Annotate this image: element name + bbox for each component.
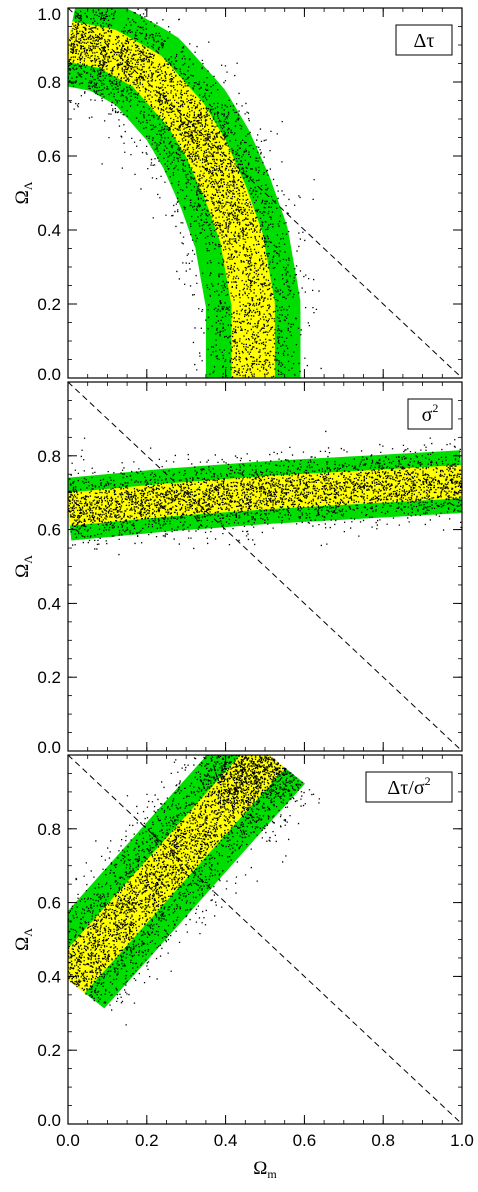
x-axis-symbol: Ω — [253, 1158, 267, 1179]
panel-label-superscript: 2 — [432, 401, 438, 415]
x-tick-label: 0.8 — [371, 1131, 395, 1150]
y-tick-label: 0.0 — [37, 365, 61, 384]
y-axis-subscript: Λ — [21, 181, 35, 190]
plot-area — [68, 8, 462, 378]
scatter-points — [68, 8, 322, 378]
scatter-mark — [68, 8, 322, 378]
panel-label-superscript: 2 — [425, 774, 431, 788]
x-tick-label: 1.0 — [450, 1131, 474, 1150]
y-axis-symbol: Ω — [12, 190, 33, 204]
panel-label-main: Δτ — [414, 30, 435, 52]
y-axis-label: ΩΛ — [12, 928, 35, 951]
y-tick-label: 0.8 — [37, 820, 61, 839]
y-axis-symbol: Ω — [12, 937, 33, 951]
x-axis-label: Ωm — [253, 1158, 277, 1181]
y-tick-label: 0.4 — [37, 967, 61, 986]
panel-label-main: σ — [422, 404, 433, 426]
y-axis-subscript: Λ — [21, 928, 35, 937]
y-tick-label: 0.0 — [37, 738, 61, 757]
y-tick-label: 0.2 — [37, 295, 61, 314]
y-axis-label: ΩΛ — [12, 555, 35, 578]
y-tick-label: 0.2 — [37, 668, 61, 687]
y-axis-symbol: Ω — [12, 564, 33, 578]
y-tick-label: 0.8 — [37, 447, 61, 466]
panel-label: Δτ/σ2 — [387, 774, 430, 799]
panel-label-main: Δτ/σ — [387, 777, 424, 799]
y-axis-subscript: Λ — [21, 555, 35, 564]
flat-universe-line — [68, 8, 462, 378]
panel-label-box — [365, 771, 453, 803]
x-tick-label: 0.6 — [293, 1131, 317, 1150]
panel-1: 0.0 0.2 0.4 0.6 0.8 1.0 ΩΛ Δτ — [12, 5, 463, 384]
confidence-band-inner — [68, 465, 462, 526]
y-tick-label: 0.8 — [37, 73, 61, 92]
panel-label-box — [407, 398, 453, 430]
y-tick-label: 0.4 — [37, 221, 61, 240]
panel-label: Δτ — [414, 30, 435, 52]
x-tick-label: 0.0 — [56, 1131, 80, 1150]
x-axis-subscript: m — [267, 1167, 277, 1181]
panel-label: σ2 — [422, 401, 439, 426]
scatter-mark — [68, 430, 462, 556]
x-tick-label: 0.2 — [135, 1131, 159, 1150]
y-axis-label: ΩΛ — [12, 181, 35, 204]
plot-area — [68, 382, 462, 751]
y-tick-label: 0.0 — [37, 1111, 61, 1130]
flat-universe-line — [68, 382, 462, 751]
scatter-points — [68, 430, 462, 556]
plot-area — [68, 755, 462, 1124]
panel-label-box — [395, 24, 453, 56]
y-tick-label: 0.6 — [37, 147, 61, 166]
confidence-band-inner — [68, 755, 286, 994]
y-tick-label: 0.2 — [37, 1041, 61, 1060]
panel-3: 0.00.20.40.60.80.0 0.2 0.4 0.6 0.8 1.0ΩΛΔτ/σ2… — [12, 754, 474, 1181]
y-tick-label: 0.6 — [37, 894, 61, 913]
y-tick-label: 0.6 — [37, 521, 61, 540]
y-tick-label: 1.0 — [37, 5, 61, 24]
y-tick-label: 0.4 — [37, 594, 61, 613]
x-tick-label: 0.4 — [214, 1131, 238, 1150]
